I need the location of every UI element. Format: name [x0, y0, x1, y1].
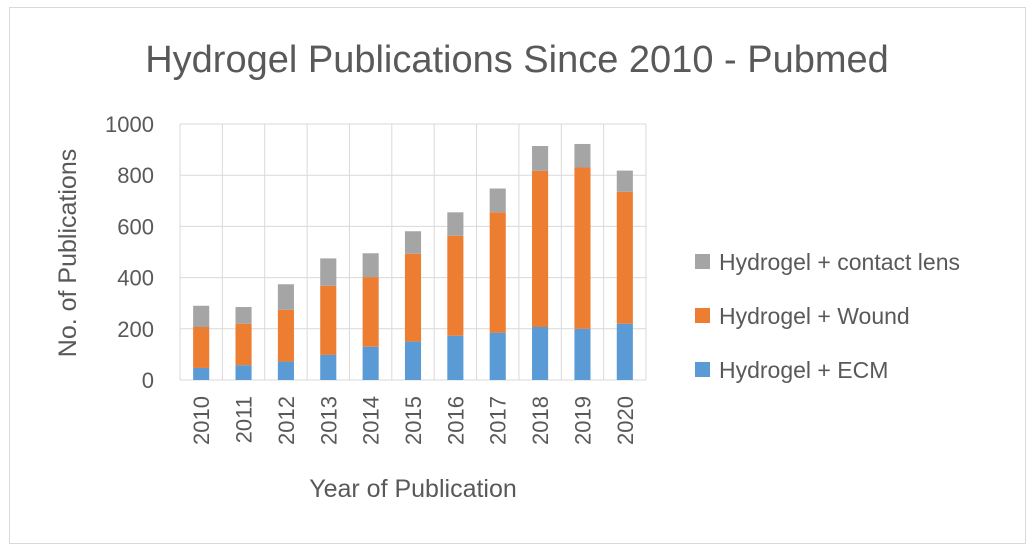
bar-segment-2019-series-0 [574, 328, 591, 380]
bar-segment-2018-series-1 [532, 170, 549, 328]
bar-segment-2019-series-1 [574, 167, 591, 329]
bar-segment-2012-series-1 [277, 309, 294, 362]
bar-segment-2020-series-2 [616, 170, 633, 192]
bar-segment-2014-series-0 [362, 346, 379, 380]
legend-swatch [695, 308, 710, 323]
bar-segment-2015-series-2 [404, 231, 422, 254]
bar-segment-2013-series-0 [320, 354, 337, 380]
legend-label: Hydrogel + ECM [719, 357, 888, 383]
bar-segment-2010-series-1 [193, 327, 210, 368]
bar-segment-2014-series-2 [362, 253, 379, 278]
x-tick-label: 2016 [443, 396, 468, 445]
y-tick-label: 0 [142, 368, 154, 393]
bar-segment-2020-series-1 [616, 191, 633, 324]
bar-segment-2017-series-0 [489, 332, 506, 380]
legend: Hydrogel + contact lens Hydrogel + Wound H… [695, 249, 960, 383]
chart-title: Hydrogel Publications Since 2010 - Pubme… [145, 39, 889, 81]
x-tick-label: 2011 [232, 396, 257, 443]
bar-segment-2010-series-2 [193, 305, 210, 328]
bar-segment-2015-series-0 [404, 341, 422, 380]
bar-segment-2011-series-1 [235, 323, 252, 366]
bar-segment-2016-series-0 [447, 335, 464, 380]
bar-segment-2020-series-0 [616, 323, 633, 380]
bar-segment-2010-series-0 [193, 367, 210, 380]
bar-segment-2012-series-0 [277, 361, 294, 380]
x-tick-label: 2012 [274, 396, 299, 445]
y-tick-label: 200 [117, 317, 154, 342]
x-tick-label: 2019 [570, 396, 595, 445]
bar-segment-2016-series-2 [447, 212, 464, 236]
bar-segment-2015-series-1 [404, 253, 422, 342]
y-tick-label: 600 [117, 214, 154, 239]
bar-segment-2013-series-2 [320, 258, 337, 286]
x-tick-label: 2010 [189, 396, 214, 445]
gridlines [179, 123, 647, 381]
legend-label: Hydrogel + contact lens [719, 249, 960, 275]
y-tick-label: 400 [117, 266, 154, 291]
bar-segment-2011-series-0 [235, 365, 252, 380]
y-tick-label: 800 [117, 163, 154, 188]
bar-segment-2016-series-1 [447, 235, 464, 336]
chart-frame [9, 7, 1026, 544]
y-axis-label: No. of Publications [54, 149, 82, 357]
bar-segment-2011-series-2 [235, 307, 252, 324]
y-tick-labels: 0 200 400 600 800 1000 [105, 112, 154, 393]
bar-segment-2018-series-0 [532, 327, 549, 380]
x-tick-label: 2017 [486, 396, 511, 445]
bar-segment-2017-series-2 [489, 188, 506, 213]
x-tick-label: 2020 [613, 396, 638, 445]
bars [193, 143, 633, 380]
bar-segment-2014-series-1 [362, 277, 379, 347]
bar-segment-2017-series-1 [489, 212, 506, 333]
legend-swatch [695, 362, 710, 377]
bar-segment-2013-series-1 [320, 285, 337, 355]
bar-segment-2012-series-2 [277, 284, 294, 310]
x-tick-label: 2014 [359, 396, 384, 445]
legend-label: Hydrogel + Wound [719, 303, 910, 329]
x-axis-label: Year of Publication [309, 475, 517, 503]
legend-swatch [695, 254, 710, 269]
y-tick-label: 1000 [105, 112, 154, 137]
x-tick-label: 2018 [528, 396, 553, 445]
bar-segment-2018-series-2 [532, 146, 549, 171]
x-tick-label: 2013 [316, 396, 341, 445]
x-tick-label: 2015 [401, 396, 426, 445]
x-tick-labels: 2010 2011 2012 2013 2014 2015 2016 2017 2018 2019… [189, 396, 638, 445]
bar-segment-2019-series-2 [574, 143, 591, 168]
